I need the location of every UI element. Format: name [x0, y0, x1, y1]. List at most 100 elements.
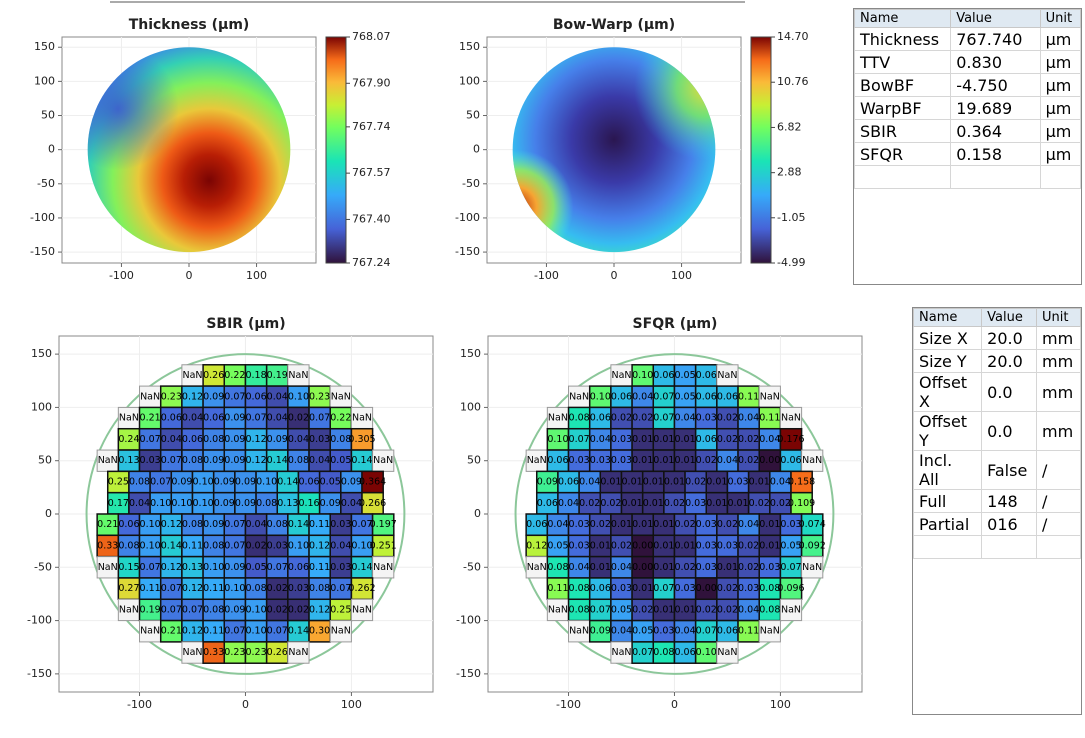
die-label: 0.04	[738, 413, 759, 424]
y-tick-label: 100	[459, 74, 480, 87]
die-label: 0.11	[738, 626, 759, 637]
cell: 0.830	[950, 50, 1041, 74]
die-label: 0.06	[558, 477, 579, 488]
y-tick-label: -50	[34, 560, 52, 573]
die-label: 0.14	[288, 626, 309, 637]
die-label: 0.01	[622, 498, 643, 509]
die-label: 0.02	[696, 604, 717, 615]
die-label: 0.14	[351, 455, 372, 466]
die-label: 0.01	[653, 434, 674, 445]
wafer-field	[512, 47, 716, 253]
die-label: 0.10	[245, 604, 266, 615]
die-label: 0.09	[224, 413, 245, 424]
die-label: 0.02	[717, 583, 738, 594]
y-tick-label: 150	[459, 40, 480, 53]
x-tick-label: 0	[671, 698, 678, 711]
die-label: 0.10	[150, 498, 171, 509]
die-label: 0.05	[674, 391, 695, 402]
die-cell	[801, 556, 824, 579]
y-tick-label: 150	[31, 347, 52, 360]
row: WarpBF 19.689 µm	[853, 96, 1082, 120]
die-label: 0.03	[696, 540, 717, 551]
colorbar	[750, 36, 772, 264]
die-label: 0.07	[590, 604, 611, 615]
die-label: 0.02	[632, 413, 653, 424]
die-label: 0.02	[288, 413, 309, 424]
die-label: 0.06	[161, 413, 182, 424]
die-label: 0.10	[288, 391, 309, 402]
y-tick-label: -100	[456, 614, 481, 627]
die-label: 0.11	[738, 391, 759, 402]
die-label: 0.09	[224, 562, 245, 573]
die-label: 0.07	[224, 626, 245, 637]
cell: WarpBF	[853, 96, 952, 120]
cell	[853, 165, 952, 189]
die-cell	[329, 620, 352, 643]
die-label: 0.01	[632, 434, 653, 445]
die-label: 0.07	[224, 519, 245, 530]
die-label: 0.05	[674, 370, 695, 381]
table: Name Value Unit Thickness 767.740 µm TTV 0.830 µ…	[853, 9, 1082, 189]
cell: mm	[1036, 349, 1081, 373]
die-label: 0.01	[759, 519, 780, 530]
die-label: NaN	[717, 647, 737, 658]
cell: mm	[1036, 411, 1081, 451]
empty-row	[853, 165, 1082, 189]
plot-title: SBIR (µm)	[206, 316, 285, 332]
die-label: 0.06	[717, 391, 738, 402]
die-label: 0.01	[674, 604, 695, 615]
cell: Size X	[912, 326, 983, 350]
die-label: 0.04	[129, 498, 150, 509]
die-label: 0.07	[161, 604, 182, 615]
cell: /	[1036, 450, 1081, 490]
die-label: 0.10	[590, 391, 611, 402]
cell: µm	[1039, 119, 1082, 143]
die-label: 0.09	[203, 455, 224, 466]
die-label: 0.10	[256, 477, 277, 488]
die-label: 0.03	[685, 498, 706, 509]
wafer-field	[87, 47, 291, 253]
die-label: 0.06	[118, 519, 139, 530]
die-label: 0.03	[696, 519, 717, 530]
colorbar-label: -1.05	[777, 211, 805, 224]
die-label: 0.04	[569, 562, 590, 573]
die-label: NaN	[373, 562, 393, 573]
die-label: NaN	[569, 626, 589, 637]
die-label: 0.06	[696, 370, 717, 381]
die-label: 0.19	[140, 604, 161, 615]
die-label: 0.03	[759, 562, 780, 573]
die-label: 0.01	[653, 540, 674, 551]
die-label: 0.03	[696, 562, 717, 573]
die-label: 0.12	[182, 626, 203, 637]
header-cell: Unit	[1036, 308, 1081, 327]
wafer-outline	[514, 353, 835, 675]
die-label: 0.23	[224, 647, 245, 658]
die-label: 0.08	[203, 604, 224, 615]
cell: Thickness	[853, 27, 952, 51]
die-label: 0.02	[267, 604, 288, 615]
die-label: 0.01	[653, 455, 674, 466]
die-label: 0.25	[108, 477, 129, 488]
die-label: 0.05	[547, 540, 568, 551]
die-label: 0.07	[653, 413, 674, 424]
y-tick-label: 100	[460, 400, 481, 413]
die-label: 0.09	[320, 498, 341, 509]
colorbar-label: 767.74	[352, 120, 391, 133]
die-label: 0.07	[267, 626, 288, 637]
die-label: 0.09	[235, 477, 256, 488]
property-table: Name Value Unit Thickness 767.740 µm TTV 0.830 µ…	[853, 8, 1082, 285]
die-label: 0.04	[288, 434, 309, 445]
die-label: 0.07	[309, 413, 330, 424]
die-label: 0.074	[799, 519, 826, 530]
die-label: 0.04	[717, 455, 738, 466]
die-label: NaN	[717, 370, 737, 381]
cell: µm	[1039, 96, 1082, 120]
die-label: 0.01	[664, 477, 685, 488]
cell: 0.364	[950, 119, 1041, 143]
die-label: 0.05	[245, 562, 266, 573]
cell: 0.0	[981, 411, 1037, 451]
row: Full 148/	[912, 489, 1081, 513]
die-label: 0.12	[182, 391, 203, 402]
die-label: 0.06	[696, 434, 717, 445]
